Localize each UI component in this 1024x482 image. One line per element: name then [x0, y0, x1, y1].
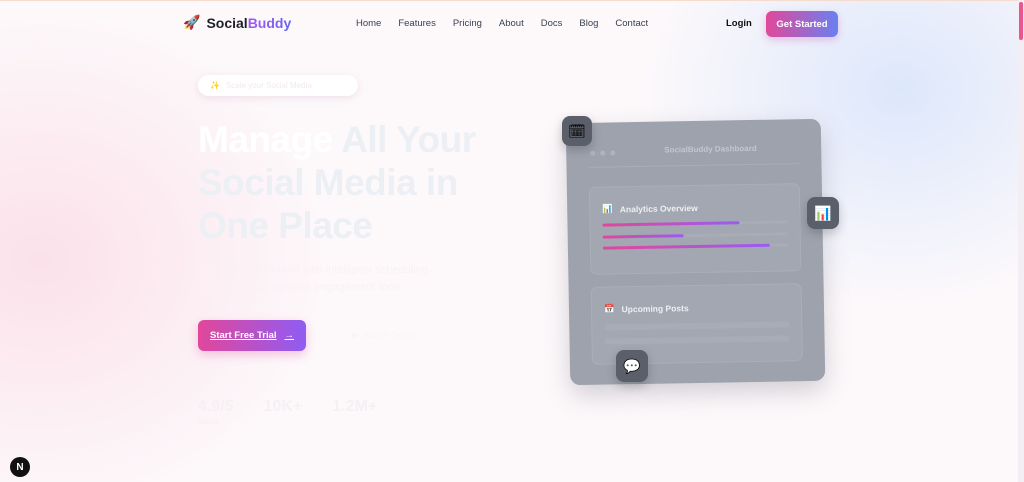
stat-posts: 1.2M+: [332, 398, 377, 426]
divider: [588, 163, 800, 168]
placeholder-row: [604, 321, 790, 331]
brand-name-accent: Buddy: [247, 14, 292, 31]
stat-value: 10K+: [263, 398, 303, 415]
cta-label: Start Free Trial: [209, 330, 277, 341]
nav-home[interactable]: Home: [356, 18, 382, 29]
stat-rating: 4.9/5 Rating: [198, 398, 234, 426]
login-link[interactable]: Login: [726, 18, 752, 29]
analytics-card: 📊 Analytics Overview: [588, 183, 802, 275]
stat-value: 1.2M+: [332, 398, 378, 415]
watch-demo-button[interactable]: ▶ Watch Demo: [352, 330, 417, 341]
analytics-bar: [602, 243, 788, 250]
get-started-button[interactable]: Get Started: [766, 11, 838, 37]
dashboard-title: SocialBuddy Dashboard: [664, 143, 757, 155]
window-dots: [590, 150, 616, 156]
nav-contact[interactable]: Contact: [615, 18, 649, 29]
hero-title: Manage All Your Social Media in One Plac…: [198, 118, 498, 247]
nav-features[interactable]: Features: [398, 18, 436, 29]
scrollbar-thumb[interactable]: [1019, 2, 1023, 40]
brand-name: Social: [206, 14, 248, 31]
stat-value: 4.9/5: [198, 398, 234, 415]
nextjs-devtools-button[interactable]: N: [10, 457, 30, 477]
calendar-float-icon: 🗓: [562, 116, 592, 146]
rocket-icon: 🚀: [183, 14, 201, 30]
analytics-bar: [602, 220, 788, 227]
badge-text: Scale your Social Media: [225, 81, 312, 90]
nav-blog[interactable]: Blog: [579, 18, 599, 29]
stat-label: Rating: [198, 419, 219, 426]
upcoming-title: Upcoming Posts: [621, 302, 689, 314]
dashboard-preview: SocialBuddy Dashboard 📊 Analytics Overvie…: [565, 118, 826, 386]
analytics-bar-fill: [602, 243, 770, 250]
chat-float-icon: 💬: [616, 350, 648, 382]
calendar-icon: 📅: [603, 303, 615, 314]
nav-pricing[interactable]: Pricing: [452, 18, 482, 29]
start-free-trial-button[interactable]: Start Free Trial →: [198, 320, 306, 351]
hero-subtitle: Empower your brand with intelligent sche…: [198, 264, 431, 293]
sparkle-icon: ✨: [210, 81, 220, 90]
scrollbar[interactable]: [1018, 0, 1024, 482]
stat-users: 10K+: [264, 398, 303, 426]
hero-title-rest: All Your Social Media in One Place: [198, 119, 476, 246]
nav-docs[interactable]: Docs: [540, 18, 563, 29]
chart-icon: 📊: [602, 203, 613, 214]
chart-float-icon: 📊: [807, 197, 839, 229]
hero-badge: ✨ Scale your Social Media: [198, 75, 358, 96]
arrow-right-icon: →: [284, 330, 295, 341]
brand-logo[interactable]: 🚀 SocialBuddy: [183, 14, 291, 31]
stats: 4.9/5 Rating 10K+ 1.2M+: [198, 398, 377, 426]
top-nav: 🚀 SocialBuddy Home Features Pricing About…: [0, 0, 1018, 45]
nav-about[interactable]: About: [498, 18, 524, 29]
analytics-bar-fill: [602, 221, 740, 227]
analytics-title: Analytics Overview: [619, 202, 698, 214]
placeholder-row: [604, 335, 790, 345]
hero-title-highlight: Manage: [198, 119, 333, 160]
analytics-bar: [602, 232, 788, 239]
analytics-bar-fill: [602, 234, 685, 239]
